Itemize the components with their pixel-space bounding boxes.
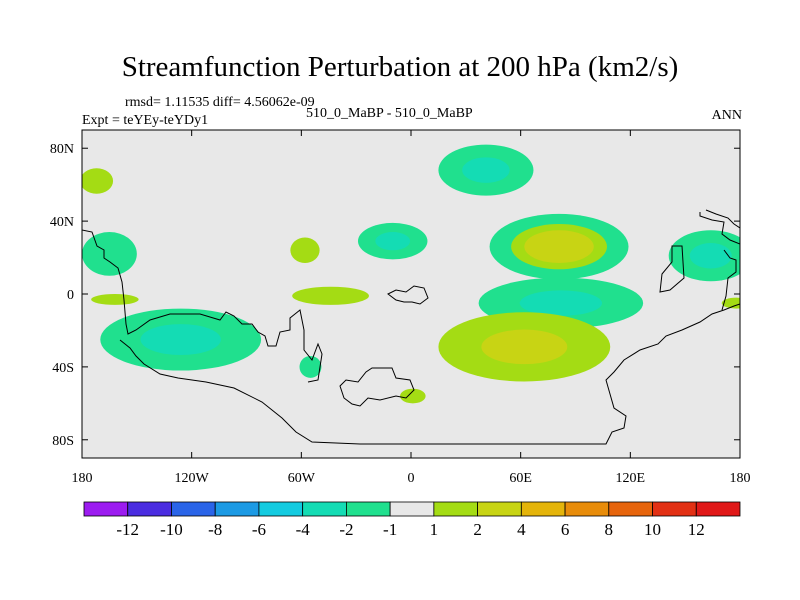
y-tick-label: 80S	[52, 434, 74, 449]
anomaly-s-atlantic-small-level-1	[400, 388, 426, 404]
anomaly-arctic-east-level-2	[462, 157, 510, 183]
colorbar-swatch	[83, 501, 129, 517]
anomaly-s-america-east-level-1	[299, 355, 322, 378]
anomaly-n-pacific-east-level-1	[82, 232, 137, 276]
experiment-label: Expt = teYEy-teYDy1	[82, 113, 209, 128]
colorbar-swatch	[652, 501, 697, 517]
anomaly-arabia-asia-level-3	[524, 230, 594, 264]
anomaly-e-pacific-equator-level-1	[91, 294, 139, 305]
colorbar-swatch	[520, 501, 566, 517]
anomaly-layer	[82, 144, 740, 404]
coastline-antarctica-shelf	[119, 303, 740, 445]
x-tick-label: 60E	[509, 471, 532, 486]
season-label: ANN	[711, 108, 742, 123]
colorbar-swatch	[127, 501, 172, 517]
colorbar-label: 10	[644, 520, 661, 539]
anomaly-n-atlantic-level-2	[375, 232, 411, 251]
colorbar-label: 6	[561, 520, 570, 539]
coastline-greenland-arctic	[705, 209, 740, 229]
x-tick-label: 60W	[288, 471, 316, 486]
colorbar-label: 2	[473, 520, 482, 539]
colorbar-swatch	[171, 501, 216, 517]
colorbar-label: -2	[339, 520, 353, 539]
chart-title: Streamfunction Perturbation at 200 hPa (…	[121, 51, 679, 83]
anomaly-w-pacific-north-level-2	[689, 242, 732, 269]
colorbar: -12 -10 -8 -6 -4 -2 -1 1 2 4 6 8 10 12	[83, 501, 741, 539]
colorbar-label: -12	[116, 520, 139, 539]
colorbar-label: 4	[517, 520, 526, 539]
coastline-north-america	[82, 229, 323, 383]
anomaly-indian-ocean-level-2	[519, 290, 603, 316]
colorbar-label: 1	[430, 520, 439, 539]
x-axis: 180 120W 60W 0 60E 120E 180	[72, 130, 751, 486]
colorbar-swatch	[302, 501, 347, 517]
anomaly-s-indian-ocean-level-2	[481, 329, 568, 365]
coastline-africa	[387, 285, 429, 305]
anomaly-n-america-small-level-1	[290, 237, 320, 264]
colorbar-swatch	[433, 501, 479, 517]
y-tick-label: 40S	[52, 361, 74, 376]
map-background	[82, 130, 740, 458]
colorbar-label: 8	[605, 520, 614, 539]
x-tick-label: 180	[730, 471, 751, 486]
anomaly-n-africa-small-level-1	[292, 286, 369, 305]
coastline-east-asia	[659, 245, 685, 293]
colorbar-label: -1	[383, 520, 397, 539]
colorbar-label: -8	[208, 520, 222, 539]
y-tick-label: 0	[67, 288, 74, 303]
x-tick-label: 120W	[175, 471, 210, 486]
anomaly-n-pacific-west-level-1	[82, 168, 114, 194]
comparison-label: 510_0_MaBP - 510_0_MaBP	[306, 106, 473, 121]
coastlines	[82, 209, 740, 445]
colorbar-swatch	[389, 501, 435, 517]
colorbar-swatch	[258, 501, 304, 517]
x-tick-label: 0	[408, 471, 415, 486]
anomaly-s-pacific-level-2	[140, 324, 221, 356]
coastline-pacific-islands	[721, 249, 737, 311]
stats-label: rmsd= 1.11535 diff= 4.56062e-09	[125, 95, 315, 110]
colorbar-label: -10	[160, 520, 183, 539]
colorbar-swatch	[477, 501, 522, 517]
x-tick-label: 120E	[616, 471, 646, 486]
anomaly-maritime-east-level-1	[721, 297, 740, 309]
coastline-southern-atlantic	[339, 367, 415, 407]
colorbar-swatch	[695, 501, 741, 517]
colorbar-label: 12	[688, 520, 705, 539]
colorbar-swatch	[345, 501, 391, 517]
colorbar-label: -6	[252, 520, 266, 539]
coastline-eurasia	[699, 212, 740, 245]
y-tick-label: 40N	[50, 215, 74, 230]
x-tick-label: 180	[72, 471, 93, 486]
colorbar-label: -4	[296, 520, 311, 539]
y-axis: 80N 40N 0 40S 80S	[50, 142, 740, 449]
colorbar-swatch	[564, 501, 610, 517]
colorbar-swatch	[214, 501, 260, 517]
y-tick-label: 80N	[50, 142, 74, 157]
colorbar-swatch	[608, 501, 653, 517]
